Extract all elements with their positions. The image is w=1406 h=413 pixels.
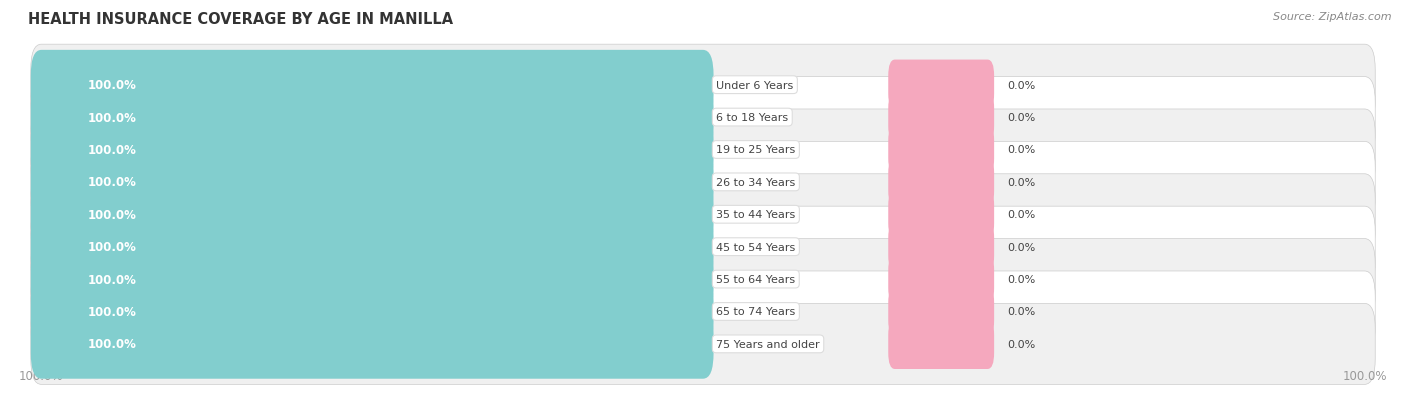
Text: 100.0%: 100.0% <box>87 176 136 189</box>
Text: 45 to 54 Years: 45 to 54 Years <box>716 242 796 252</box>
Text: 100.0%: 100.0% <box>87 144 136 157</box>
FancyBboxPatch shape <box>31 110 1375 190</box>
Text: 75 Years and older: 75 Years and older <box>716 339 820 349</box>
Text: 100.0%: 100.0% <box>87 273 136 286</box>
Text: 26 to 34 Years: 26 to 34 Years <box>716 178 796 188</box>
FancyBboxPatch shape <box>889 287 994 337</box>
Text: 0.0%: 0.0% <box>1007 81 1036 90</box>
Text: 35 to 44 Years: 35 to 44 Years <box>716 210 796 220</box>
Text: 19 to 25 Years: 19 to 25 Years <box>716 145 796 155</box>
Text: 0.0%: 0.0% <box>1007 210 1036 220</box>
FancyBboxPatch shape <box>889 190 994 240</box>
Text: 100.0%: 100.0% <box>87 208 136 221</box>
Text: 0.0%: 0.0% <box>1007 339 1036 349</box>
FancyBboxPatch shape <box>31 142 1375 223</box>
FancyBboxPatch shape <box>31 77 1375 158</box>
FancyBboxPatch shape <box>31 309 714 379</box>
Text: Under 6 Years: Under 6 Years <box>716 81 793 90</box>
FancyBboxPatch shape <box>31 244 714 314</box>
Text: 0.0%: 0.0% <box>1007 274 1036 285</box>
Text: 0.0%: 0.0% <box>1007 145 1036 155</box>
Text: 100.0%: 100.0% <box>87 112 136 124</box>
Text: 0.0%: 0.0% <box>1007 178 1036 188</box>
FancyBboxPatch shape <box>889 157 994 207</box>
Text: Source: ZipAtlas.com: Source: ZipAtlas.com <box>1274 12 1392 22</box>
FancyBboxPatch shape <box>31 115 714 185</box>
FancyBboxPatch shape <box>31 174 1375 255</box>
Text: HEALTH INSURANCE COVERAGE BY AGE IN MANILLA: HEALTH INSURANCE COVERAGE BY AGE IN MANI… <box>28 12 453 27</box>
FancyBboxPatch shape <box>31 51 714 120</box>
FancyBboxPatch shape <box>31 83 714 152</box>
Text: 55 to 64 Years: 55 to 64 Years <box>716 274 796 285</box>
FancyBboxPatch shape <box>889 222 994 272</box>
Text: 0.0%: 0.0% <box>1007 242 1036 252</box>
FancyBboxPatch shape <box>31 180 714 249</box>
FancyBboxPatch shape <box>889 125 994 175</box>
Text: 100.0%: 100.0% <box>87 79 136 92</box>
FancyBboxPatch shape <box>31 271 1375 352</box>
FancyBboxPatch shape <box>889 93 994 143</box>
FancyBboxPatch shape <box>889 319 994 369</box>
FancyBboxPatch shape <box>31 212 714 282</box>
Text: 100.0%: 100.0% <box>87 241 136 254</box>
Text: 0.0%: 0.0% <box>1007 307 1036 317</box>
FancyBboxPatch shape <box>31 277 714 347</box>
FancyBboxPatch shape <box>31 206 1375 287</box>
FancyBboxPatch shape <box>889 254 994 304</box>
FancyBboxPatch shape <box>31 239 1375 320</box>
FancyBboxPatch shape <box>31 45 1375 126</box>
FancyBboxPatch shape <box>31 304 1375 385</box>
Text: 65 to 74 Years: 65 to 74 Years <box>716 307 796 317</box>
Text: 0.0%: 0.0% <box>1007 113 1036 123</box>
Text: 6 to 18 Years: 6 to 18 Years <box>716 113 789 123</box>
Text: 100.0%: 100.0% <box>87 305 136 318</box>
FancyBboxPatch shape <box>31 148 714 217</box>
FancyBboxPatch shape <box>889 60 994 111</box>
Text: 100.0%: 100.0% <box>87 337 136 351</box>
